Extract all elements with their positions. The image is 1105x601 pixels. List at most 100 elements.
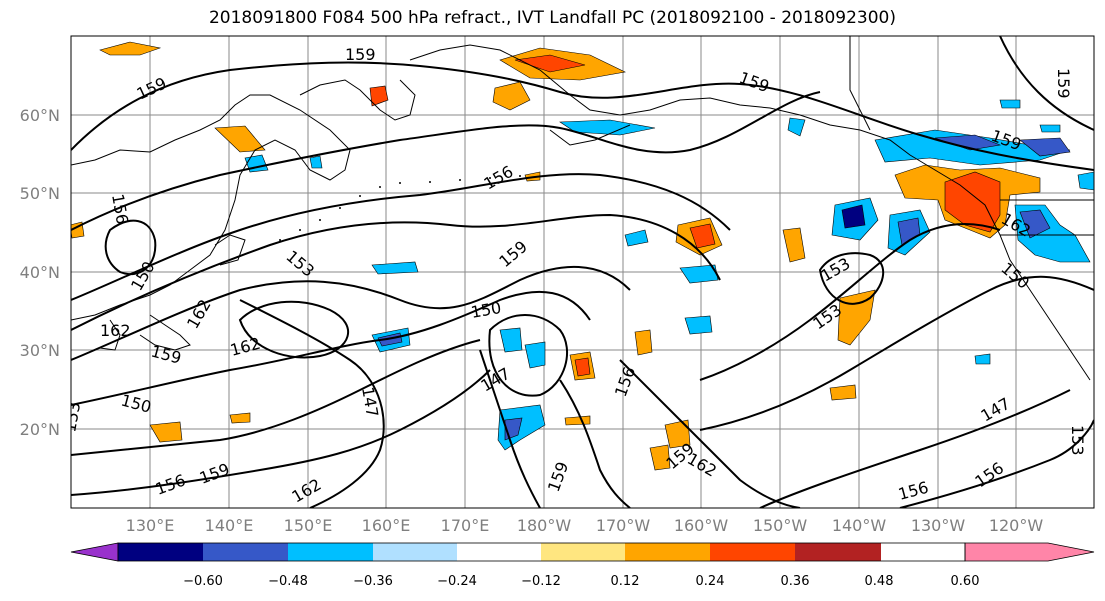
colorbar-tick-label: 0.60: [951, 574, 980, 589]
colorbar-tick-label: −0.48: [268, 574, 308, 589]
contour-line: [238, 300, 350, 359]
colorbar-tick-label: −0.36: [353, 574, 393, 589]
anomaly-patch: [524, 341, 546, 369]
anomaly-patch: [1019, 209, 1051, 239]
anomaly-patch: [787, 117, 806, 137]
coastline-sakhalin: [214, 234, 246, 266]
anomaly-patch: [309, 155, 323, 169]
colorbar: −0.60 −0.48 −0.36 −0.24 −0.12 0.12 0.24 …: [70, 542, 1095, 589]
anomaly-patch: [634, 329, 653, 356]
colorbar-extend-max: [964, 542, 1095, 562]
lon-label: 140°W: [832, 516, 887, 535]
contour-label: 159: [1054, 68, 1073, 99]
lat-label: 40°N: [20, 263, 60, 282]
latitude-labels: 60°N 50°N 40°N 30°N 20°N: [20, 106, 60, 439]
contour-line: [71, 173, 731, 301]
longitude-labels: 130°E 140°E 150°E 160°E 170°E 180°W 170°…: [126, 516, 1044, 535]
contour-line: [71, 61, 1094, 171]
anomaly-patch: [1039, 124, 1061, 133]
anomaly-patch: [689, 223, 716, 249]
coastline-korea: [99, 319, 121, 351]
colorbar-tick-label: −0.24: [437, 574, 477, 589]
contour-label: 162: [100, 321, 131, 340]
contour-line: [71, 369, 491, 496]
contour-line: [619, 359, 801, 508]
anomaly-patch: [574, 357, 591, 377]
contour-line: [818, 252, 885, 305]
colorbar-segment: [795, 543, 881, 561]
island-dot: [519, 175, 521, 177]
anomaly-patch: [371, 261, 419, 275]
lon-label: 140°E: [205, 516, 254, 535]
anomaly-patch: [841, 204, 866, 229]
lat-label: 60°N: [20, 106, 60, 125]
contour-line: [759, 389, 1071, 508]
coastline-north-america: [409, 44, 1091, 381]
colorbar-tick-label: 0.36: [781, 574, 810, 589]
colorbar-segment: [625, 543, 710, 561]
island-dot: [379, 186, 381, 188]
lat-label: 20°N: [20, 420, 60, 439]
contour-line: [71, 339, 481, 456]
lon-label: 170°E: [441, 516, 490, 535]
island-dot: [399, 182, 401, 184]
anomaly-patch: [149, 421, 183, 443]
island-dot: [319, 219, 321, 221]
lon-label: 150°W: [753, 516, 808, 535]
contour-label: 153: [1068, 425, 1087, 456]
island-dot: [489, 177, 491, 179]
contour-line: [71, 265, 631, 361]
island-dot: [459, 179, 461, 181]
anomaly-patch: [649, 444, 671, 471]
contour-line: [71, 290, 591, 406]
contour-line: [479, 349, 541, 508]
lat-label: 30°N: [20, 341, 60, 360]
anomaly-patch: [999, 99, 1021, 109]
contour-line: [559, 379, 631, 508]
colorbar-segment: [965, 543, 1094, 561]
colorbar-segment: [288, 543, 373, 561]
anomaly-patch: [829, 384, 857, 401]
anomaly-patch: [514, 54, 586, 73]
contour-line: [699, 275, 1094, 431]
lon-label: 160°E: [362, 516, 411, 535]
coastline-japan: [139, 314, 191, 351]
anomaly-patch: [99, 41, 162, 56]
anomaly-patch: [684, 315, 713, 335]
contour-line: [699, 223, 1001, 381]
contour-line: [999, 36, 1094, 131]
map-area: 159 159 159 159 156 159 153 150 162 162 …: [71, 36, 1094, 508]
anomaly-patch: [229, 412, 251, 424]
anomaly-patch: [679, 264, 719, 284]
contour-line: [899, 419, 1094, 508]
lon-label: 120°W: [989, 516, 1044, 535]
anomaly-patch: [944, 171, 1001, 233]
colorbar-segment: [203, 543, 288, 561]
shaded-anomalies: [71, 41, 1094, 471]
refractivity-contours: [71, 36, 1094, 508]
anomaly-patch: [782, 227, 806, 263]
colorbar-extend-min: [70, 542, 119, 562]
lon-label: 130°W: [911, 516, 966, 535]
island-dot: [359, 195, 361, 197]
lon-label: 130°E: [126, 516, 175, 535]
island-dot: [339, 207, 341, 209]
lon-label: 180°W: [517, 516, 572, 535]
anomaly-patch: [1077, 171, 1094, 191]
anomaly-patch: [214, 125, 266, 153]
anomaly-patch: [624, 229, 649, 247]
lat-label: 50°N: [20, 184, 60, 203]
coastlines: [71, 36, 1094, 381]
anomaly-patch: [1019, 137, 1071, 157]
contour-label: 159: [345, 45, 376, 64]
colorbar-segment: [541, 543, 625, 561]
anomaly-patch: [492, 81, 531, 111]
colorbar-segment: [457, 543, 541, 561]
colorbar-tick-label: 0.24: [696, 574, 725, 589]
aleutian-islands: [279, 175, 521, 241]
lon-label: 170°W: [596, 516, 651, 535]
coastline-kamchatka: [299, 79, 416, 121]
lon-label: 150°E: [284, 516, 333, 535]
colorbar-segment: [710, 543, 795, 561]
